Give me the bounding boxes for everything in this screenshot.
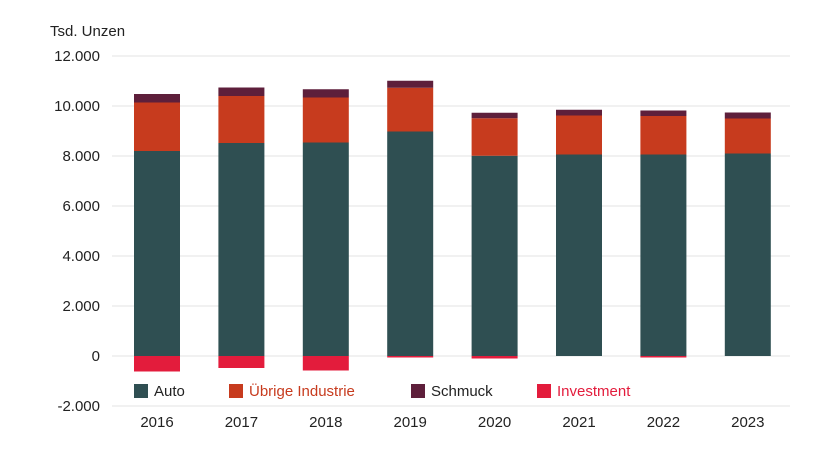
bar-schmuck-2019	[387, 80, 434, 88]
grid-lines	[112, 55, 790, 407]
bar-auto-2023	[724, 153, 771, 356]
bar-auto-2018	[302, 142, 349, 356]
y-tick-label: 2.000	[62, 298, 100, 315]
y-tick-label: 10.000	[54, 98, 100, 115]
bar-übrige-industrie-2020	[471, 118, 518, 156]
bar-schmuck-2018	[302, 89, 349, 98]
x-tick-label: 2016	[140, 414, 173, 431]
y-tick-label: 0	[92, 348, 100, 365]
bar-investment-2020	[471, 356, 518, 359]
legend: Auto Übrige Industrie Schmuck Investment	[134, 382, 631, 400]
y-tick-label: 4.000	[62, 248, 100, 265]
legend-swatch	[229, 384, 243, 398]
bar-übrige-industrie-2016	[134, 102, 180, 151]
bar-investment-2019	[387, 356, 434, 358]
bar-series	[134, 80, 771, 372]
bar-auto-2016	[134, 151, 180, 356]
x-tick-label: 2018	[309, 414, 342, 431]
bar-übrige-industrie-2021	[556, 115, 602, 155]
bar-schmuck-2021	[556, 109, 602, 116]
bar-investment-2017	[218, 356, 265, 368]
bar-übrige-industrie-2023	[724, 118, 771, 154]
x-tick-label: 2019	[394, 414, 427, 431]
bar-investment-2022	[640, 356, 687, 358]
bar-investment-2018	[302, 356, 349, 371]
legend-label: Investment	[557, 383, 631, 400]
x-tick-label: 2023	[731, 414, 764, 431]
bar-schmuck-2020	[471, 112, 518, 119]
legend-label: Auto	[154, 383, 185, 400]
legend-swatch	[537, 384, 551, 398]
bar-auto-2022	[640, 154, 687, 356]
bar-auto-2021	[556, 154, 602, 356]
x-tick-label: 2017	[225, 414, 258, 431]
bar-schmuck-2022	[640, 110, 687, 116]
y-tick-label: 8.000	[62, 148, 100, 165]
legend-label: Schmuck	[431, 383, 493, 400]
bar-schmuck-2023	[724, 112, 771, 119]
bar-übrige-industrie-2018	[302, 97, 349, 143]
bar-auto-2020	[471, 155, 518, 356]
legend-label: Übrige Industrie	[249, 382, 355, 400]
y-axis-unit-label: Tsd. Unzen	[50, 23, 125, 40]
y-tick-label: 6.000	[62, 198, 100, 215]
bar-investment-2016	[134, 356, 180, 372]
bar-auto-2019	[387, 131, 434, 356]
legend-swatch	[134, 384, 148, 398]
x-tick-label: 2020	[478, 414, 511, 431]
x-tick-label: 2022	[647, 414, 680, 431]
legend-swatch	[411, 384, 425, 398]
x-tick-label: 2021	[562, 414, 595, 431]
y-tick-label: -2.000	[57, 398, 100, 415]
bar-schmuck-2016	[134, 94, 180, 103]
bar-übrige-industrie-2022	[640, 116, 687, 155]
bar-übrige-industrie-2019	[387, 87, 434, 132]
x-axis-tick-labels: 2016 2017 2018 2019 2020 2021 2022 2023	[140, 414, 764, 431]
bar-auto-2017	[218, 143, 265, 356]
bar-schmuck-2017	[218, 87, 265, 96]
y-tick-label: 12.000	[54, 48, 100, 65]
y-axis-tick-labels: -2.000 0 2.000 4.000 6.000 8.000 10.000 12.000	[54, 48, 100, 415]
bar-übrige-industrie-2017	[218, 96, 265, 143]
